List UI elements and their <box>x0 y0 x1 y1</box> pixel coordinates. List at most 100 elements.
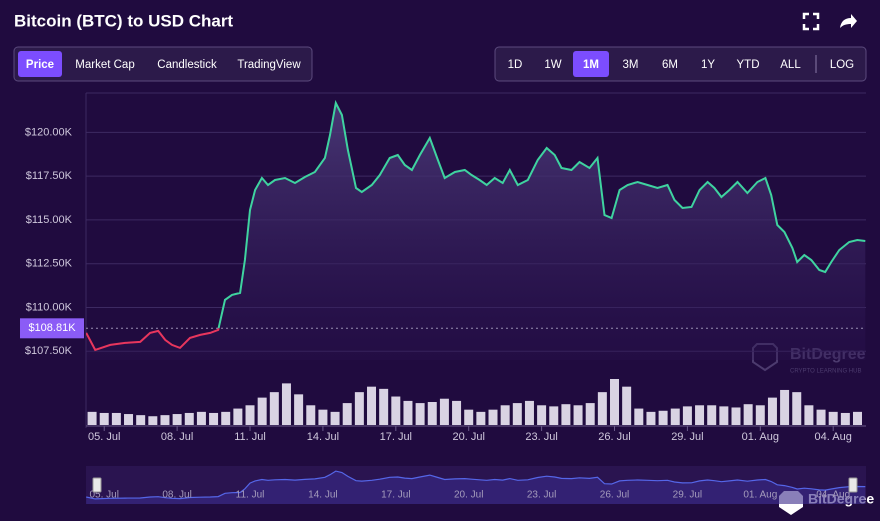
x-tick-label: 29. Jul <box>671 431 703 443</box>
y-tick-label: $110.00K <box>26 301 73 313</box>
volume-bar <box>439 398 449 425</box>
x-tick-label: 01. Aug <box>742 431 779 443</box>
volume-bar <box>87 411 97 425</box>
share-icon[interactable] <box>840 14 857 28</box>
chart-type-button[interactable]: Candlestick <box>157 59 217 71</box>
volume-bar <box>184 412 194 425</box>
volume-bar <box>257 397 267 425</box>
chart-type-group <box>13 46 313 82</box>
volume-bar <box>828 411 838 425</box>
volume-bar <box>512 403 522 425</box>
y-tick-label: $112.50K <box>26 258 73 270</box>
volume-bar <box>707 405 717 425</box>
volume-bar <box>488 409 498 425</box>
volume-bar <box>136 415 146 425</box>
volume-bar <box>780 389 790 425</box>
range-button[interactable]: LOG <box>830 59 854 71</box>
volume-bar <box>160 415 170 425</box>
x-tick-label: 05. Jul <box>88 431 120 443</box>
volume-bar <box>294 394 304 425</box>
volume-bar <box>646 411 656 425</box>
volume-bar <box>610 379 620 425</box>
volume-bar <box>840 412 850 425</box>
range-button[interactable]: 1M <box>583 59 599 71</box>
watermark-tagline: CRYPTO LEARNING HUB <box>790 369 861 375</box>
volume-bar <box>245 405 255 425</box>
x-tick-label: 17. Jul <box>380 431 412 443</box>
chart-type-button[interactable]: Price <box>26 59 54 71</box>
range-button[interactable]: YTD <box>737 59 760 71</box>
volume-bar <box>476 411 486 425</box>
y-tick-label: $107.50K <box>25 345 73 357</box>
range-button[interactable]: 3M <box>623 59 639 71</box>
x-tick-label: 26. Jul <box>598 431 630 443</box>
range-active <box>573 51 609 77</box>
y-tick-label: $120.00K <box>25 126 73 138</box>
volume-bar <box>330 411 340 425</box>
navigator-line <box>86 470 866 500</box>
navigator-label: 11. Jul <box>236 490 265 501</box>
volume-bar <box>804 405 814 425</box>
volume-bar <box>816 409 826 425</box>
volume-bar <box>415 403 425 425</box>
chart-type-button[interactable]: Market Cap <box>75 59 134 71</box>
volume-bar <box>549 406 559 425</box>
volume-bar <box>233 408 243 425</box>
navigator-label: 14. Jul <box>308 490 337 501</box>
volume-bar <box>537 405 547 425</box>
volume-bar <box>367 386 377 425</box>
fullscreen-icon[interactable] <box>802 12 820 31</box>
volume-bar <box>731 407 741 425</box>
navigator-label: 04. Aug <box>816 490 850 501</box>
volume-bar <box>148 416 158 425</box>
volume-bar <box>658 410 668 425</box>
navigator-handle[interactable] <box>92 477 102 493</box>
range-button[interactable]: ALL <box>780 59 801 71</box>
navigator-label: 26. Jul <box>600 490 629 501</box>
volume-bar <box>597 392 607 425</box>
price-line-up <box>217 99 866 329</box>
navigator-label: 08. Jul <box>162 490 191 501</box>
volume-bar <box>391 396 401 425</box>
x-tick-label: 20. Jul <box>452 431 484 443</box>
volume-bar <box>99 412 109 425</box>
area-fill <box>86 103 866 360</box>
range-button[interactable]: 1Y <box>701 59 715 71</box>
navigator-label: 23. Jul <box>527 490 556 501</box>
volume-bar <box>172 414 182 425</box>
volume-bar <box>743 404 753 425</box>
volume-bar <box>695 405 705 425</box>
volume-bar <box>852 411 862 425</box>
volume-bar <box>767 397 777 425</box>
volume-bar <box>755 405 765 425</box>
x-tick-label: 08. Jul <box>161 431 193 443</box>
volume-bar <box>221 411 231 425</box>
volume-bar <box>452 400 462 425</box>
volume-bar <box>792 392 802 425</box>
volume-bar <box>379 388 389 425</box>
volume-bar <box>354 392 364 425</box>
x-tick-label: 23. Jul <box>525 431 557 443</box>
volume-bar <box>196 411 206 425</box>
range-button[interactable]: 6M <box>662 59 678 71</box>
page-title: Bitcoin (BTC) to USD Chart <box>14 11 233 30</box>
baseline-label: $108.81K <box>28 322 76 334</box>
volume-bar <box>318 409 328 425</box>
volume-bar <box>342 403 352 425</box>
navigator-label: 01. Aug <box>743 490 777 501</box>
chart-type-button[interactable]: TradingView <box>237 59 301 71</box>
range-button[interactable]: 1W <box>544 59 561 71</box>
volume-bar <box>111 412 121 425</box>
baseline-label-box <box>20 318 84 339</box>
navigator-label: 20. Jul <box>454 490 483 501</box>
x-tick-label: 14. Jul <box>307 431 339 443</box>
range-button[interactable]: 1D <box>508 59 523 71</box>
navigator-handle[interactable] <box>848 477 858 493</box>
volume-bar <box>500 405 510 425</box>
volume-bar <box>634 408 644 425</box>
x-tick-label: 04. Aug <box>815 431 852 443</box>
volume-bar <box>622 386 632 425</box>
y-tick-label: $117.50K <box>26 170 73 182</box>
